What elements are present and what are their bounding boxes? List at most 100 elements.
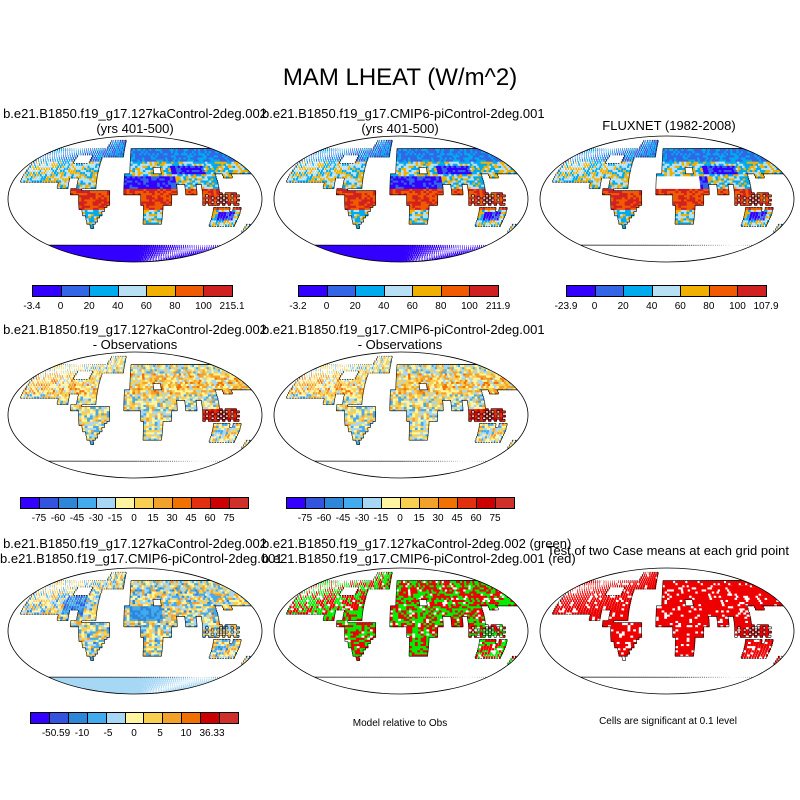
colorbar-swatch [594,285,625,297]
colorbar-swatch [174,285,205,297]
map-border [539,567,795,695]
colorbar-tick-label: 107.9 [753,301,778,312]
panel1-title-line2: (yrs 401-500) [0,121,270,136]
colorbar-swatch [200,712,221,724]
colorbar-swatch [117,285,148,297]
map-border [7,567,263,695]
map-panel-7 [7,567,263,695]
panel7-title-line1: b.e21.B1850.f19_g17.127kaControl-2deg.00… [0,536,270,551]
colorbar-swatch [229,497,249,509]
colorbar-swatch [77,497,97,509]
colorbar-tick-label: 20 [84,301,95,312]
colorbar-panel-2: -3.2 0 20 40 60 80 100 211.9 [289,285,510,315]
colorbar-swatch [58,497,78,509]
panel9-title-line1: Test of two Case means at each grid poin… [536,543,800,558]
colorbar-swatch [457,497,477,509]
colorbar-tick-label: 0 [58,301,64,312]
colorbar-tick-label: 20 [618,301,629,312]
colorbar-swatch [30,712,50,724]
colorbar-tick-label: 0 [131,513,137,524]
colorbar-swatch [48,712,69,724]
colorbar-tick-label: 30 [432,513,443,524]
colorbar-tick-label: -60 [317,513,331,524]
colorbar-swatch [153,497,173,509]
colorbar-tick-label: -23.9 [555,301,578,312]
colorbar-tick-label: 45 [185,513,196,524]
colorbar-swatch [86,712,107,724]
colorbar-swatch [60,285,91,297]
panel2-title-line2: (yrs 401-500) [262,121,538,136]
colorbar-tick-label: -10 [75,728,89,739]
colorbar-tick-label: -30 [355,513,369,524]
map-panel-9 [539,567,795,695]
colorbar-swatch [708,285,739,297]
colorbar-swatch [355,285,385,297]
figure-title: MAM LHEAT (W/m^2) [0,64,800,92]
panel3-title-line1: FLUXNET (1982-2008) [538,118,800,133]
colorbar-swatch [143,712,164,724]
map-border [273,567,529,695]
map-cells [20,572,255,694]
colorbar-tick-label: 0 [131,728,137,739]
colorbar-tick-label: 60 [204,513,215,524]
colorbar-swatch [305,497,325,509]
colorbar-swatch [343,497,363,509]
colorbar-swatch [419,497,439,509]
panel5-title-line1: b.e21.B1850.f19_g17.CMIP6-piControl-2deg… [262,322,545,337]
panel9-note: Cells are significant at 0.1 level [568,716,768,727]
panel5-title-line2: - Observations [262,337,538,352]
colorbar-swatch [124,712,145,724]
panel8-title-line2: b.e21.B1850.f19_g17.CMIP6-piControl-2deg… [262,551,576,566]
colorbar-tick-label: 80 [435,301,446,312]
map-panel-8 [273,567,529,695]
map-panel-3 [539,135,795,263]
panel1-title: b.e21.B1850.f19_g17.127kaControl-2deg.00… [0,106,270,136]
colorbar-tick-label: 80 [169,301,180,312]
colorbar-swatch [495,497,515,509]
colorbar-swatch [32,285,62,297]
map-border [273,135,529,263]
colorbar-swatch [20,497,40,509]
colorbar-swatch [381,497,401,509]
panel5-title: b.e21.B1850.f19_g17.CMIP6-piControl-2deg… [262,322,545,352]
colorbar-tick-label: 20 [350,301,361,312]
colorbar-tick-label: -75 [298,513,312,524]
colorbar-tick-label: 215.1 [219,301,244,312]
colorbar-tick-label: -75 [32,513,46,524]
coastline [552,571,787,678]
colorbar-swatch [362,497,382,509]
colorbar-tick-label: 0 [592,301,598,312]
colorbar-swatch [146,285,176,297]
colorbar-swatch [623,285,653,297]
colorbar-swatch [383,285,414,297]
map-border [7,135,263,263]
colorbar-swatch [67,712,88,724]
colorbar-swatch [566,285,596,297]
colorbar-swatch [181,712,202,724]
map-panel-1 [7,135,263,263]
colorbar-swatch [210,497,230,509]
colorbar-tick-label: 60 [675,301,686,312]
colorbar-swatch [400,497,420,509]
colorbar-swatch [412,285,442,297]
panel8-title-line1: b.e21.B1850.f19_g17.127kaControl-2deg.00… [262,536,571,551]
panel8-title: b.e21.B1850.f19_g17.127kaControl-2deg.00… [262,536,576,566]
colorbar-swatch [162,712,183,724]
colorbar-tick-label: -45 [70,513,84,524]
colorbar-panel-4: -75 -60 -45 -30 -15 0 15 30 45 60 75 [20,497,249,527]
colorbar-swatch [469,285,499,297]
map-border [273,351,529,479]
colorbar-tick-label: 60 [141,301,152,312]
colorbar-tick-label: 30 [166,513,177,524]
panel1-title-line1: b.e21.B1850.f19_g17.127kaControl-2deg.00… [0,106,270,121]
colorbar-panel-3: -23.9 0 20 40 60 80 100 107.9 [555,285,779,315]
colorbar-swatch [476,497,496,509]
colorbar-tick-label: -45 [336,513,350,524]
colorbar-tick-label: 5 [157,728,163,739]
colorbar-tick-label: 40 [378,301,389,312]
colorbar-swatch [105,712,126,724]
colorbar-swatch [286,497,306,509]
colorbar-tick-label: 211.9 [486,301,510,312]
colorbar-tick-label: 60 [470,513,481,524]
colorbar-swatch [191,497,211,509]
